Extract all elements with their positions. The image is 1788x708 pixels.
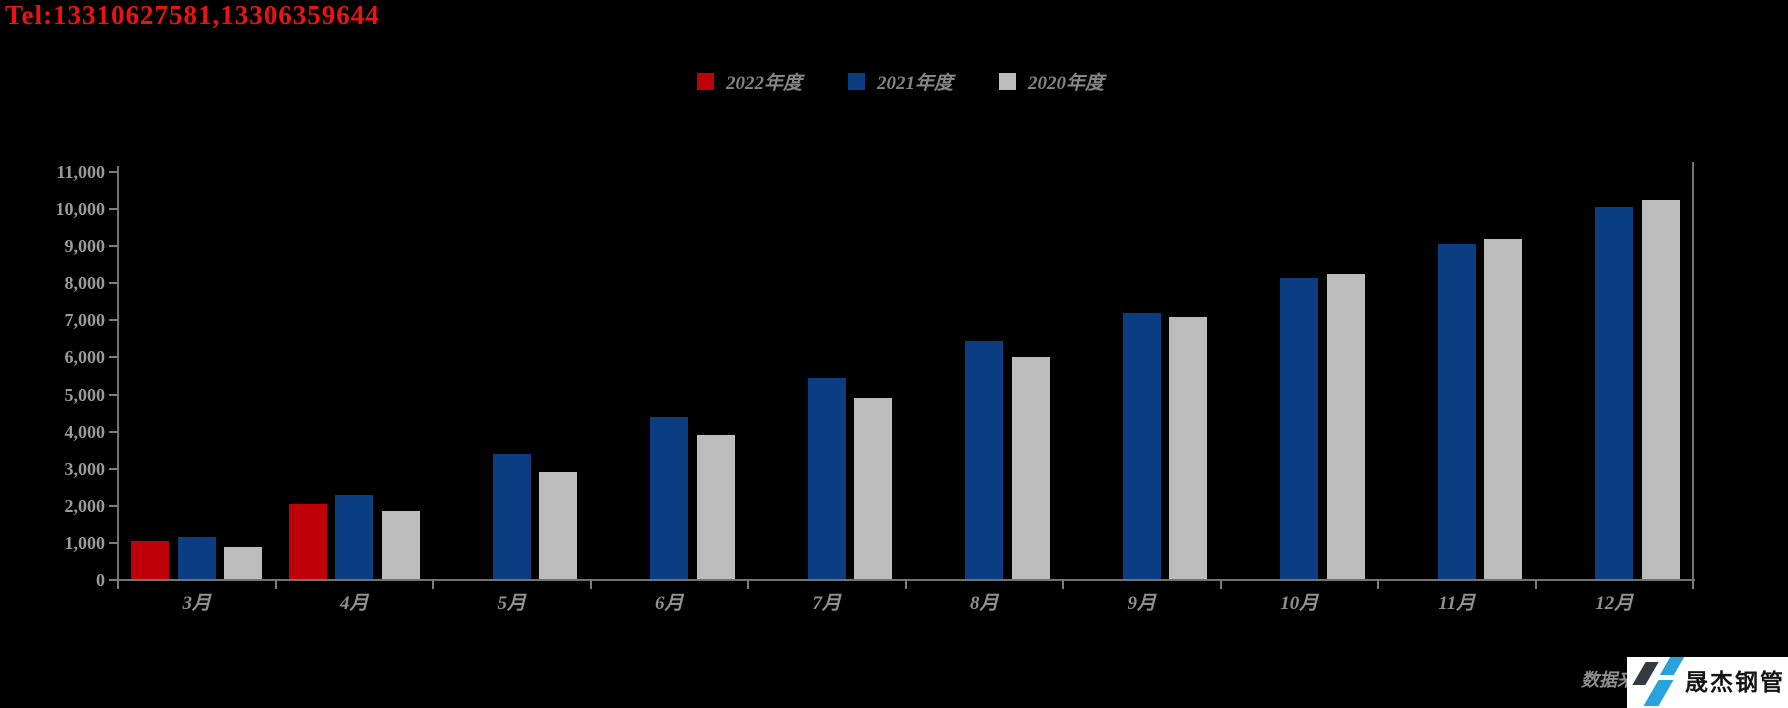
- y-axis-label: 6,000: [64, 347, 106, 368]
- bar: [224, 546, 263, 580]
- bar: [1011, 357, 1050, 580]
- x-axis-label: 3月: [182, 593, 211, 614]
- bar: [1122, 312, 1161, 580]
- y-axis-tick: [109, 208, 118, 211]
- x-axis-label: 12月: [1595, 593, 1634, 614]
- y-axis-label: 1,000: [64, 532, 106, 553]
- y-axis-label: 11,000: [56, 162, 105, 182]
- y-axis-line-right: [1692, 162, 1694, 580]
- legend-swatch-icon: [999, 73, 1017, 90]
- legend-item: 2022年度: [697, 68, 802, 95]
- bar: [1595, 207, 1634, 580]
- y-axis-tick: [109, 504, 118, 507]
- x-axis-tick: [432, 580, 434, 589]
- bar: [650, 416, 689, 580]
- y-axis-tick: [109, 393, 118, 396]
- x-axis-tick: [274, 580, 277, 589]
- legend-item: 2021年度: [848, 68, 953, 95]
- x-axis-label: 9月: [1127, 593, 1156, 614]
- y-axis-label: 8,000: [64, 273, 106, 294]
- y-axis-label: 7,000: [64, 310, 106, 331]
- y-axis-line: [117, 166, 119, 580]
- y-axis-label: 2,000: [64, 495, 106, 516]
- y-axis-tick: [109, 430, 118, 433]
- chart-legend: 2022年度 2021年度 2020年度: [697, 68, 1104, 95]
- y-axis-tick: [109, 245, 118, 248]
- x-axis-label: 5月: [497, 593, 526, 614]
- y-axis-tick: [109, 541, 118, 544]
- bar: [539, 472, 578, 580]
- bar: [854, 398, 893, 580]
- bar: [177, 537, 216, 580]
- bar: [492, 453, 531, 580]
- bar: [1641, 199, 1680, 580]
- x-axis-label: 7月: [812, 593, 841, 614]
- bar: [335, 494, 374, 580]
- y-axis-tick: [109, 171, 118, 173]
- legend-label: 2022年度: [726, 73, 803, 94]
- y-axis-tick: [109, 282, 118, 285]
- bar: [1326, 274, 1365, 580]
- y-axis-tick: [109, 356, 118, 359]
- bar: [1437, 244, 1476, 580]
- x-axis-label: 10月: [1280, 593, 1319, 614]
- x-axis-tick: [589, 580, 592, 589]
- logo-parallelogram-blue-top-icon: [1659, 657, 1685, 675]
- legend-label: 2021年度: [877, 73, 954, 94]
- x-axis-tick: [1377, 580, 1379, 589]
- company-logo: 晟杰钢管: [1627, 657, 1788, 708]
- y-axis-tick: [109, 467, 118, 470]
- bar: [696, 435, 735, 580]
- x-axis-label: 6月: [654, 593, 684, 614]
- logo-parallelogram-blue-bottom-icon: [1643, 680, 1674, 706]
- y-axis-label: 5,000: [64, 384, 106, 405]
- tel-text: Tel:13310627581,13306359644: [5, 0, 380, 30]
- x-axis-tick: [747, 580, 749, 589]
- x-axis-tick: [904, 580, 907, 589]
- y-axis-tick: [109, 319, 118, 322]
- y-axis-tick: [109, 579, 118, 581]
- legend-swatch-icon: [697, 73, 714, 90]
- bar: [1484, 238, 1523, 580]
- y-axis-label: 9,000: [64, 236, 106, 257]
- legend-label: 2020年度: [1028, 73, 1105, 94]
- x-axis-line: [113, 579, 1695, 581]
- bar: [131, 541, 170, 580]
- x-axis-label: 8月: [969, 593, 999, 614]
- y-axis-label: 3,000: [64, 458, 106, 479]
- bar: [965, 340, 1004, 580]
- legend-item: 2020年度: [999, 68, 1104, 95]
- y-axis-label: 0: [96, 570, 105, 590]
- x-axis-label: 11月: [1438, 593, 1476, 614]
- y-axis-label: 4,000: [64, 421, 106, 442]
- x-axis-tick: [1534, 580, 1537, 589]
- x-axis-tick: [117, 580, 119, 589]
- bar: [807, 377, 846, 580]
- logo-parallelogram-dark-icon: [1632, 662, 1659, 685]
- bar: [288, 503, 327, 580]
- bar: [1280, 277, 1319, 580]
- bar: [381, 511, 420, 580]
- x-axis-tick: [1062, 580, 1064, 589]
- bar: [1169, 316, 1208, 580]
- x-axis-tick: [1692, 580, 1694, 589]
- logo-text: 晟杰钢管: [1685, 670, 1785, 695]
- x-axis-label: 4月: [339, 593, 369, 614]
- x-axis-tick: [1219, 580, 1222, 589]
- legend-swatch-icon: [848, 73, 866, 90]
- y-axis-label: 10,000: [55, 199, 106, 220]
- data-source-note: 数据来: [1581, 670, 1635, 690]
